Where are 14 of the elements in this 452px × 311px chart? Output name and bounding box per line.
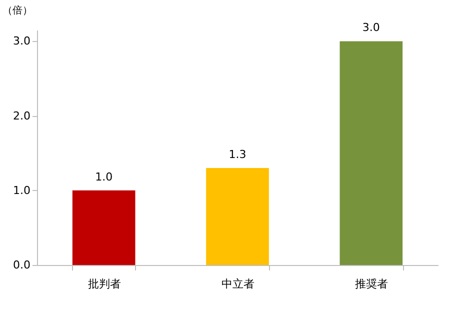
y-tick-label: 3.0 <box>13 34 30 48</box>
bar <box>72 190 136 265</box>
x-tick-label: 中立者 <box>222 278 254 290</box>
data-label: 1.0 <box>95 170 113 184</box>
x-tick-label: 批判者 <box>88 278 121 290</box>
x-tick-label: 推奨者 <box>355 278 388 290</box>
data-label: 1.3 <box>228 148 246 162</box>
y-axis-title: （倍） <box>2 4 32 16</box>
y-tick-label: 2.0 <box>13 109 30 122</box>
bar <box>206 168 269 265</box>
y-tick-label: 1.0 <box>13 184 30 197</box>
y-tick-label: 0.0 <box>13 258 30 272</box>
data-label: 3.0 <box>362 21 380 34</box>
bar <box>340 41 403 265</box>
